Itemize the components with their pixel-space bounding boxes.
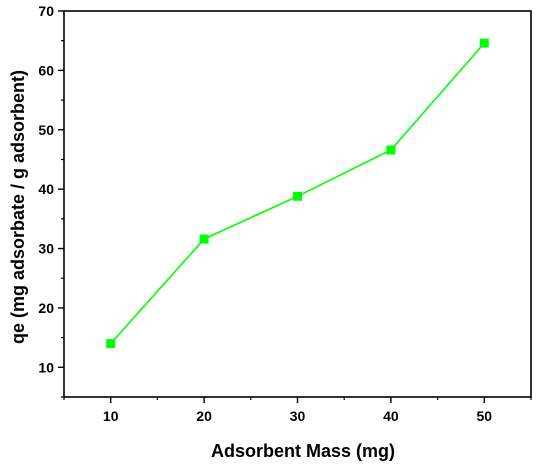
data-point: [293, 191, 302, 201]
data-point: [479, 38, 489, 48]
axis-ticks: 10 20 30 40 50 10 20 30 40 50 60 70: [38, 3, 532, 424]
data-point: [386, 145, 396, 155]
y-tick-label: 50: [38, 122, 54, 138]
y-tick-label: 20: [38, 300, 54, 316]
x-tick-label: 10: [103, 408, 119, 424]
y-tick-label: 40: [38, 181, 54, 197]
y-tick-label: 60: [38, 62, 54, 78]
data-point: [106, 339, 116, 349]
y-axis-title: qe (mg adsorbate / g adsorbent): [8, 70, 28, 344]
y-tick-label: 70: [38, 3, 54, 19]
y-tick-label: 30: [38, 241, 54, 257]
x-tick-label: 20: [196, 408, 212, 424]
y-tick-label: 10: [38, 359, 54, 375]
x-axis-title: Adsorbent Mass (mg): [211, 441, 395, 461]
series-layer: [106, 38, 489, 349]
data-point: [199, 234, 209, 244]
x-tick-label: 30: [290, 408, 306, 424]
x-tick-label: 50: [477, 408, 493, 424]
x-tick-label: 40: [383, 408, 399, 424]
